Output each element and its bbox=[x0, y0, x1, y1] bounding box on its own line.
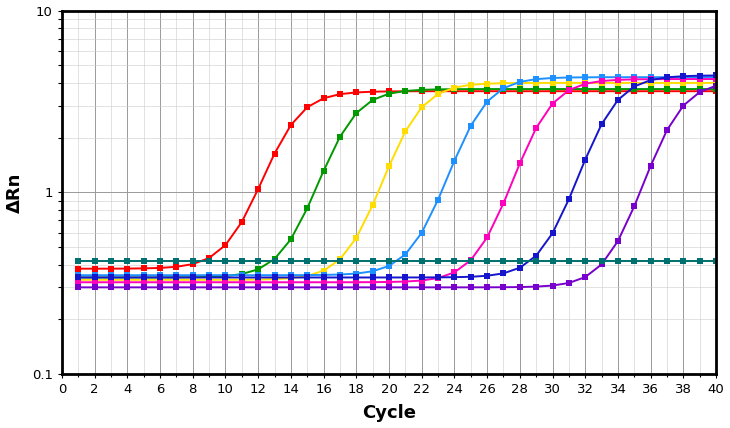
X-axis label: Cycle: Cycle bbox=[362, 404, 416, 422]
Y-axis label: ΔRn: ΔRn bbox=[6, 172, 23, 213]
